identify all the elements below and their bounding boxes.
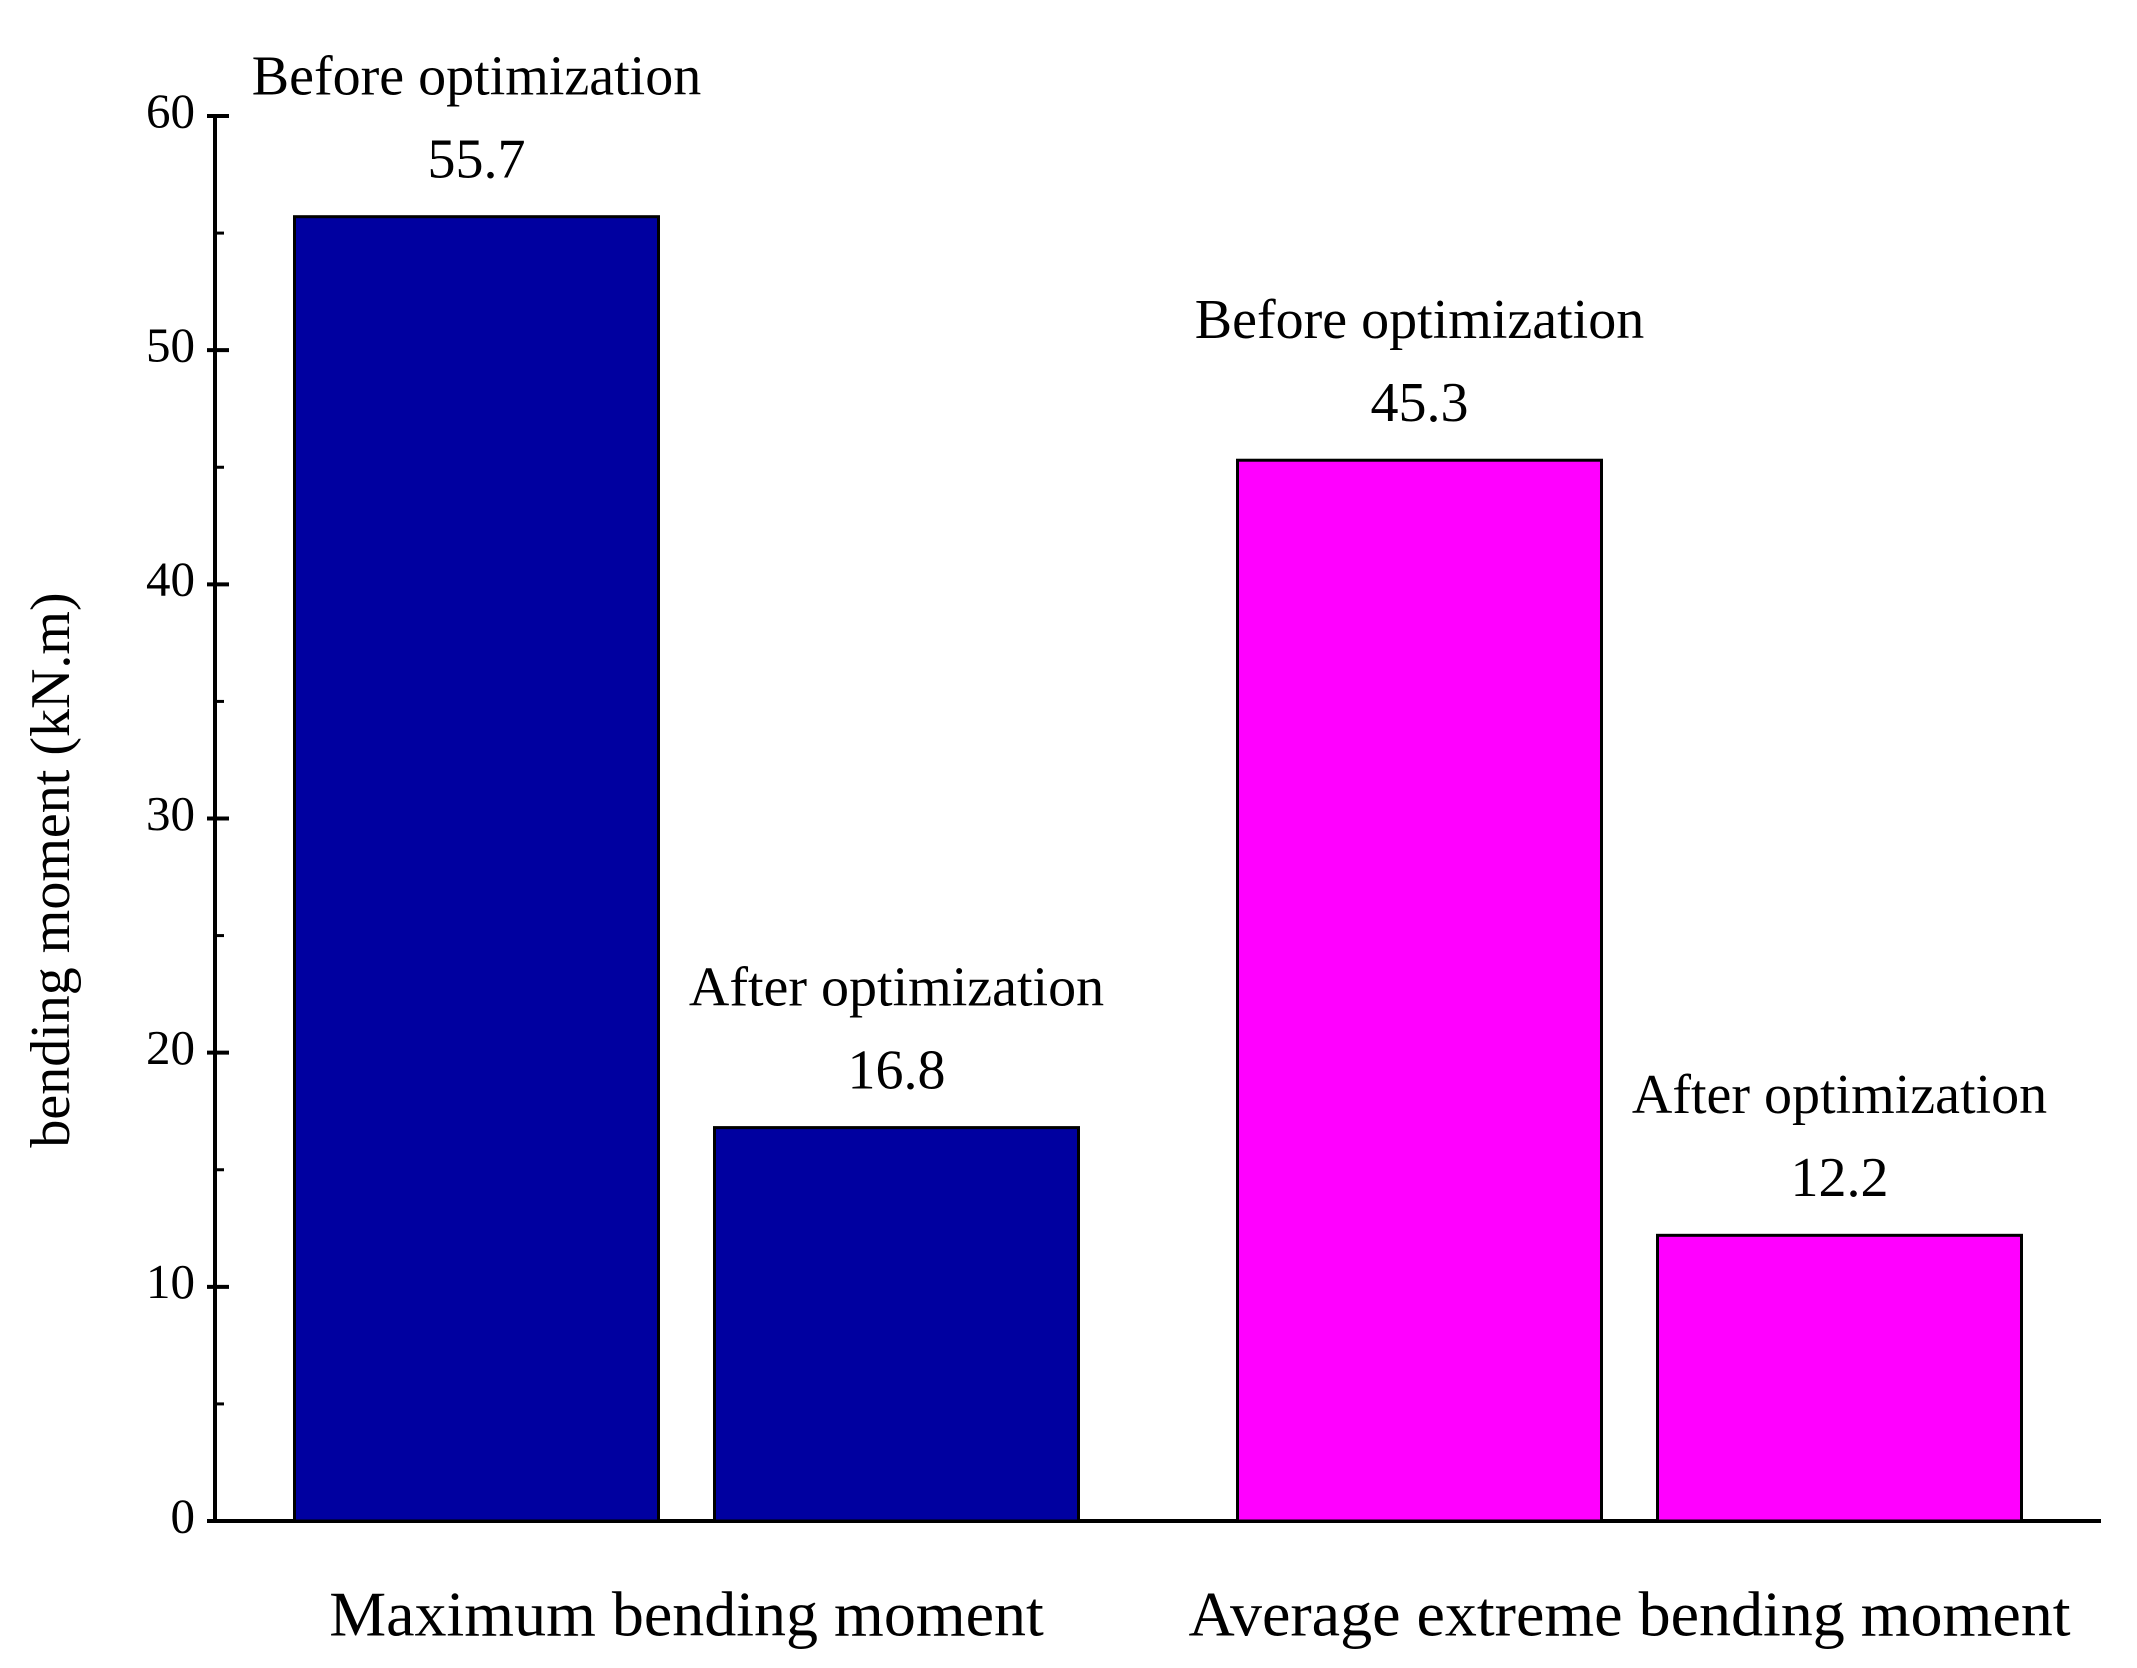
value-label: 12.2 [1791, 1147, 1889, 1209]
bar [713, 1126, 1080, 1523]
value-label: 55.7 [428, 129, 526, 191]
x-tick-label: Average extreme bending moment [1188, 1579, 2070, 1650]
bar [1236, 458, 1603, 1523]
bar-annotation: Before optimization [252, 46, 701, 108]
bar-annotation: Before optimization [1195, 289, 1644, 351]
y-tick-label: 50 [146, 317, 195, 372]
bar-annotation: After optimization [1632, 1064, 2047, 1126]
bar-annotation: After optimization [689, 956, 1104, 1018]
bar [1656, 1233, 2023, 1523]
bar [293, 215, 660, 1523]
x-tick-label: Maximum bending moment [329, 1579, 1044, 1650]
value-label: 45.3 [1371, 372, 1469, 434]
value-label: 16.8 [848, 1039, 946, 1101]
y-tick-label: 0 [171, 1488, 196, 1543]
y-tick-label: 10 [146, 1254, 195, 1309]
y-axis-label: bending moment (kN.m) [20, 592, 82, 1147]
y-tick-label: 40 [146, 552, 195, 607]
y-tick-label: 20 [146, 1020, 195, 1075]
y-tick-label: 60 [146, 83, 195, 138]
y-tick-label: 30 [146, 786, 195, 841]
